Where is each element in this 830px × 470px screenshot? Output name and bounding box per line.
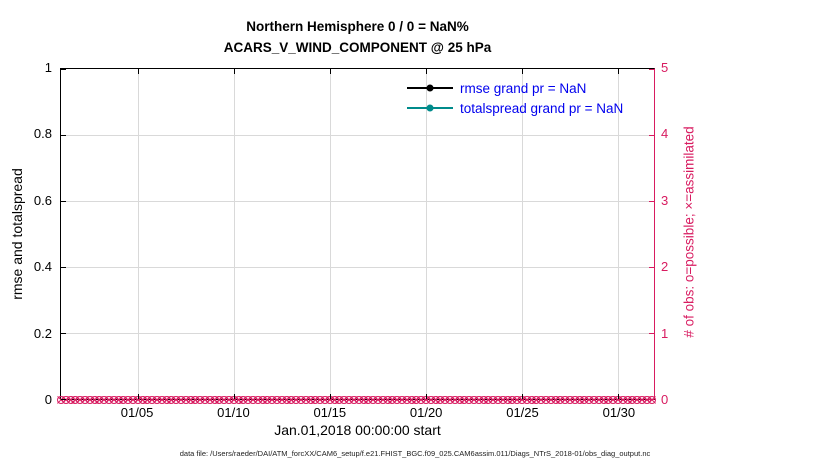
y-right-tick-label: 3 xyxy=(661,192,669,208)
legend-item: rmse grand pr = NaN xyxy=(407,78,623,98)
legend-label: totalspread grand pr = NaN xyxy=(460,100,624,116)
x-tick-label: 01/20 xyxy=(409,405,443,420)
x-tick-mark xyxy=(521,394,523,399)
y-grid-line xyxy=(61,201,654,202)
y-left-tick-mark xyxy=(61,201,66,202)
x-tick-label: 01/10 xyxy=(217,405,250,420)
title-line-2: ACARS_V_WIND_COMPONENT @ 25 hPa xyxy=(223,40,492,55)
legend: rmse grand pr = NaN totalspread grand pr … xyxy=(407,78,623,118)
x-grid-line xyxy=(137,69,139,399)
y-left-tick-mark xyxy=(61,69,66,70)
x-grid-line xyxy=(617,69,619,399)
y-left-tick-label: 0.6 xyxy=(33,192,52,208)
x-tick-mark xyxy=(617,69,619,74)
legend-label: rmse grand pr = NaN xyxy=(460,80,587,96)
y-left-tick-label: 0 xyxy=(44,392,52,407)
plot-area: rmse grand pr = NaN totalspread grand pr … xyxy=(57,68,656,404)
y-left-tick-label: 1 xyxy=(44,60,52,75)
y-right-tick-mark xyxy=(649,399,654,400)
x-grid-line xyxy=(233,69,235,399)
x-grid-line xyxy=(425,69,427,399)
x-tick-label: 01/05 xyxy=(120,405,154,420)
y-left-tick-label: 0.4 xyxy=(33,259,52,275)
x-tick-mark xyxy=(137,69,139,74)
y-right-tick-mark xyxy=(649,267,654,268)
y-left-tick-label: 0.8 xyxy=(33,126,52,142)
chart-title: Northern Hemisphere 0 / 0 = NaN% ACARS_V… xyxy=(60,16,655,58)
legend-marker-dot xyxy=(426,84,434,92)
legend-item: totalspread grand pr = NaN xyxy=(407,98,623,118)
legend-marker-dot xyxy=(426,104,434,112)
x-tick-mark xyxy=(521,69,523,74)
left-axis-label: rmse and totalspread xyxy=(9,168,25,300)
y-left-tick-mark xyxy=(61,135,66,136)
y-right-tick-mark xyxy=(649,333,654,334)
y-right-tick-mark xyxy=(649,69,654,70)
data-file-caption: data file: /Users/raeder/DAI/ATM_forcXX/… xyxy=(179,449,651,458)
x-tick-mark xyxy=(233,394,235,399)
x-tick-mark xyxy=(329,394,331,399)
y-left-tick-mark xyxy=(61,399,66,400)
y-grid-line xyxy=(61,333,654,334)
y-right-tick-label: 0 xyxy=(661,392,669,407)
y-right-tick-mark xyxy=(649,135,654,136)
x-axis-label: Jan.01,2018 00:00:00 start xyxy=(274,422,441,438)
x-tick-mark xyxy=(329,69,331,74)
y-right-tick-label: 4 xyxy=(661,126,669,142)
x-tick-mark xyxy=(425,69,427,74)
obs-marker xyxy=(647,395,656,404)
x-tick-mark xyxy=(137,394,139,399)
y-right-tick-label: 1 xyxy=(661,325,669,341)
legend-line-sample xyxy=(407,84,453,92)
title-line-1: Northern Hemisphere 0 / 0 = NaN% xyxy=(246,19,469,34)
y-left-tick-label: 0.2 xyxy=(33,325,52,341)
y-left-tick-mark xyxy=(61,333,66,334)
legend-line-sample xyxy=(407,104,453,112)
x-tick-mark xyxy=(425,394,427,399)
y-grid-line xyxy=(61,135,654,136)
x-tick-label: 01/30 xyxy=(602,405,636,420)
y-right-tick-label: 2 xyxy=(661,259,669,275)
x-tick-mark xyxy=(233,69,235,74)
right-axis-label: # of obs: o=possible; ×=assimilated xyxy=(681,126,697,338)
y-right-tick-label: 5 xyxy=(661,60,669,75)
x-grid-line xyxy=(521,69,523,399)
x-grid-line xyxy=(329,69,331,399)
y-grid-line xyxy=(61,267,654,268)
x-tick-label: 01/15 xyxy=(313,405,347,420)
y-right-tick-mark xyxy=(649,201,654,202)
x-tick-label: 01/25 xyxy=(506,405,539,420)
y-left-tick-mark xyxy=(61,267,66,268)
x-tick-mark xyxy=(617,394,619,399)
